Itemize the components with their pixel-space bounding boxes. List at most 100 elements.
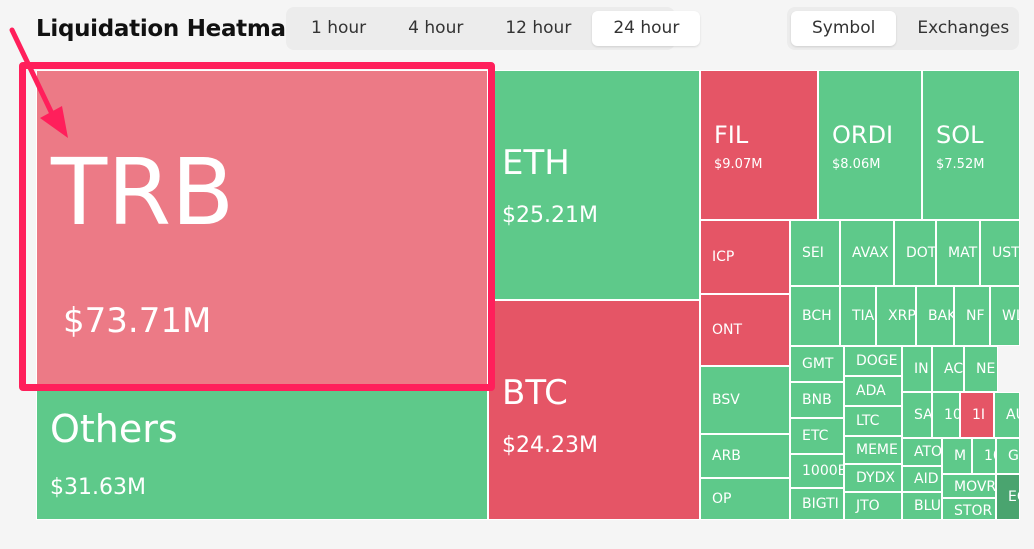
- heatmap-cell-nf[interactable]: NF: [954, 286, 990, 346]
- heatmap-cell-avax[interactable]: AVAX: [840, 220, 894, 286]
- heatmap-cell-fil[interactable]: FIL $9.07M: [700, 70, 818, 220]
- tab-4-hour[interactable]: 4 hour: [408, 18, 464, 38]
- cell-symbol: BLU: [914, 498, 941, 514]
- heatmap-cell-movr[interactable]: MOVR: [942, 474, 996, 498]
- heatmap-cell-ga[interactable]: GA: [996, 438, 1020, 474]
- cell-symbol: AC: [944, 361, 964, 377]
- cell-symbol: ARB: [712, 448, 741, 464]
- cell-value: $8.06M: [832, 157, 881, 172]
- heatmap-cell-bak[interactable]: BAK: [916, 286, 954, 346]
- heatmap-cell-ne[interactable]: NE: [964, 346, 998, 392]
- cell-symbol: OP: [712, 491, 732, 507]
- cell-symbol: MOVR: [954, 479, 996, 495]
- heatmap-cell-ec[interactable]: EC: [996, 474, 1020, 520]
- heatmap-cell-sa[interactable]: SA: [902, 392, 932, 438]
- cell-symbol: EC: [1008, 489, 1019, 505]
- heatmap-cell-blu[interactable]: BLU: [902, 492, 942, 520]
- heatmap-cell-1i[interactable]: 1I: [960, 392, 994, 438]
- heatmap-cell-mat[interactable]: MAT: [936, 220, 980, 286]
- cell-symbol: ETH: [502, 143, 570, 183]
- heatmap-cell-ordi[interactable]: ORDI $8.06M: [818, 70, 922, 220]
- cell-symbol: M: [954, 448, 967, 464]
- heatmap-cell-trb[interactable]: TRB $73.71M: [36, 70, 488, 386]
- tab-exchanges[interactable]: Exchanges: [917, 18, 1010, 38]
- cell-symbol: AID: [914, 471, 939, 487]
- cell-symbol: AVAX: [852, 245, 889, 261]
- heatmap-cell-etc[interactable]: ETC: [790, 418, 844, 454]
- cell-value: $7.52M: [936, 157, 985, 172]
- tab-1-hour[interactable]: 1 hour: [311, 18, 367, 38]
- tab-12-hour[interactable]: 12 hour: [505, 18, 572, 38]
- cell-symbol: BAK: [928, 308, 954, 324]
- heatmap-cell-bsv[interactable]: BSV: [700, 366, 790, 434]
- heatmap-cell-arb[interactable]: ARB: [700, 434, 790, 478]
- heatmap-cell-ac[interactable]: AC: [932, 346, 964, 392]
- cell-symbol: NE: [976, 361, 996, 377]
- cell-symbol: 10: [944, 407, 959, 423]
- heatmap-cell-dot[interactable]: DOT: [894, 220, 936, 286]
- heatmap-cell-aid[interactable]: AID: [902, 466, 942, 492]
- cell-symbol: BIGTI: [802, 496, 839, 512]
- heatmap-cell-1000b[interactable]: 1000B: [790, 454, 844, 488]
- cell-symbol: SOL: [936, 121, 984, 149]
- cell-symbol: BCH: [802, 308, 832, 324]
- cell-symbol: IN: [914, 361, 929, 377]
- heatmap-cell-others[interactable]: Others $31.63M: [36, 386, 488, 520]
- heatmap-cell-meme[interactable]: MEME: [844, 436, 902, 464]
- heatmap-cell-bigti[interactable]: BIGTI: [790, 488, 844, 520]
- cell-value: $73.71M: [63, 301, 212, 341]
- heatmap-cell-jto[interactable]: JTO: [844, 492, 902, 520]
- heatmap-cell-ada[interactable]: ADA: [844, 376, 902, 406]
- heatmap-cell-bnb[interactable]: BNB: [790, 382, 844, 418]
- cell-symbol: ETC: [802, 428, 829, 444]
- cell-symbol: 1I: [972, 407, 986, 423]
- heatmap-cell-in[interactable]: IN: [902, 346, 932, 392]
- heatmap-cell-btc[interactable]: BTC $24.23M: [488, 300, 700, 520]
- view-selector: Symbol Exchanges: [787, 7, 1019, 50]
- cell-symbol: BTC: [502, 373, 568, 413]
- heatmap-cell-gmt[interactable]: GMT: [790, 346, 844, 382]
- cell-symbol: MAT: [948, 245, 978, 261]
- cell-symbol: WL: [1002, 308, 1019, 324]
- cell-symbol: BSV: [712, 392, 740, 408]
- cell-symbol: AU: [1006, 407, 1019, 423]
- cell-symbol: ICP: [712, 249, 735, 265]
- cell-symbol: DOGE: [856, 353, 898, 369]
- tab-24-hour[interactable]: 24 hour: [592, 11, 701, 46]
- heatmap-cell-m[interactable]: M: [942, 438, 972, 474]
- heatmap-cell-10[interactable]: 10: [932, 392, 960, 438]
- page-title: Liquidation Heatmap: [36, 16, 302, 42]
- heatmap-cell-tia[interactable]: TIA: [840, 286, 876, 346]
- cell-symbol: UST: [992, 245, 1020, 261]
- heatmap-cell-10[interactable]: 10: [972, 438, 996, 474]
- heatmap-cell-ltc[interactable]: LTC: [844, 406, 902, 436]
- tab-symbol[interactable]: Symbol: [791, 11, 897, 46]
- heatmap-cell-eth[interactable]: ETH $25.21M: [488, 70, 700, 300]
- heatmap-cell-wl[interactable]: WL: [990, 286, 1020, 346]
- heatmap-cell-op[interactable]: OP: [700, 478, 790, 520]
- heatmap-cell-sei[interactable]: SEI: [790, 220, 840, 286]
- cell-symbol: JTO: [856, 498, 880, 514]
- heatmap-cell-xrp[interactable]: XRP: [876, 286, 916, 346]
- cell-symbol: TIA: [852, 308, 875, 324]
- heatmap-cell-au[interactable]: AU: [994, 392, 1020, 438]
- time-range-selector: 1 hour 4 hour 12 hour 24 hour: [286, 7, 701, 50]
- cell-symbol: ATO: [914, 444, 942, 460]
- cell-symbol: XRP: [888, 308, 916, 324]
- cell-symbol: 10: [984, 448, 995, 464]
- cell-value: $25.21M: [502, 203, 598, 228]
- heatmap-cell-dydx[interactable]: DYDX: [844, 464, 902, 492]
- heatmap-cell-ust[interactable]: UST: [980, 220, 1020, 286]
- heatmap-cell-sol[interactable]: SOL $7.52M: [922, 70, 1020, 220]
- cell-symbol: BNB: [802, 392, 832, 408]
- heatmap-cell-ont[interactable]: ONT: [700, 294, 790, 366]
- heatmap-cell-bch[interactable]: BCH: [790, 286, 840, 346]
- cell-value: $24.23M: [502, 433, 598, 458]
- heatmap-cell-doge[interactable]: DOGE: [844, 346, 902, 376]
- heatmap-cell-ato[interactable]: ATO: [902, 438, 942, 466]
- cell-value: $31.63M: [50, 475, 146, 500]
- heatmap-cell-icp[interactable]: ICP: [700, 220, 790, 294]
- cell-symbol: 1000B: [802, 463, 844, 479]
- heatmap-cell-stor[interactable]: STOR: [942, 498, 996, 520]
